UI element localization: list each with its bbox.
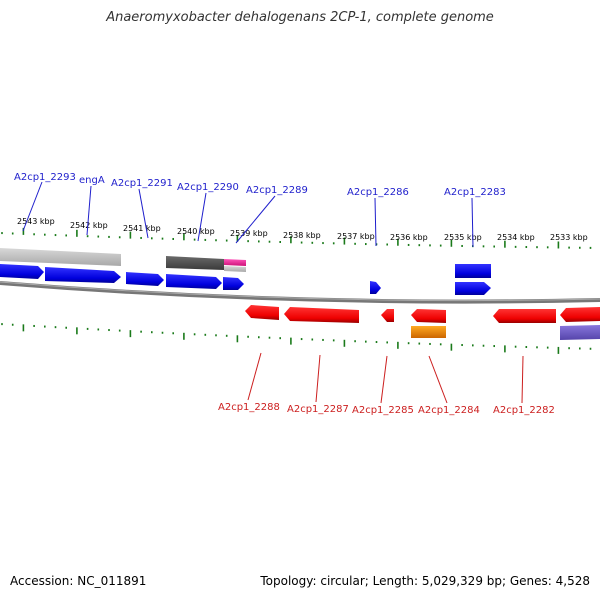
forward-gene[interactable] [0,264,44,279]
leader-line [86,185,92,236]
kbp-label: 2538 kbp [283,231,321,240]
kbp-label: 2539 kbp [230,229,268,238]
reverse-gene[interactable] [493,309,556,323]
leader-line [315,354,321,403]
kbp-label: 2533 kbp [550,233,588,242]
gene-label[interactable]: A2cp1_2285 [352,405,414,416]
forward-gene[interactable] [166,274,222,289]
kbp-label: 2540 kbp [177,227,215,236]
reverse-gene[interactable] [284,307,359,323]
genome-backbone-highlight [0,281,600,302]
pink-feature [224,259,246,266]
reverse-gene[interactable] [245,305,279,320]
forward-gene[interactable] [45,267,121,283]
kbp-label: 2536 kbp [390,233,428,242]
reverse-gene[interactable] [411,309,446,323]
dark-gray-feature [166,256,224,270]
kbp-label: 2534 kbp [497,233,535,242]
gray-feature [0,248,121,266]
light-gray-feature [224,266,246,272]
gene-label[interactable]: A2cp1_2289 [246,185,308,196]
genome-backbone [0,281,600,304]
forward-gene[interactable] [455,282,491,295]
genome-stats: Topology: circular; Length: 5,029,329 bp… [260,574,590,588]
gene-label[interactable]: A2cp1_2283 [444,187,506,198]
forward-tick-row [1,227,592,249]
gene-label[interactable]: A2cp1_2290 [177,182,239,193]
leader-line [521,355,524,404]
kbp-label: 2542 kbp [70,221,108,230]
leader-line [22,181,43,232]
genome-title: Anaeromyxobacter dehalogenans 2CP-1, com… [106,10,494,25]
forward-gene[interactable] [126,272,164,286]
reverse-gene[interactable] [560,307,600,322]
leader-line [380,355,388,404]
leader-line [197,192,207,242]
leader-line [235,195,276,244]
accession-label: Accession: NC_011891 [10,574,147,588]
forward-gene[interactable] [370,281,381,294]
leader-line [471,197,474,248]
purple-feature [560,325,600,340]
leader-line [247,352,262,401]
gene-label[interactable]: A2cp1_2291 [111,178,173,189]
leader-line [428,355,448,404]
gene-label[interactable]: engA [79,175,105,186]
gene-label[interactable]: A2cp1_2288 [218,402,280,413]
orange-feature [411,326,446,338]
gene-label[interactable]: A2cp1_2282 [493,405,555,416]
forward-gene[interactable] [455,264,491,278]
kbp-label: 2543 kbp [17,217,55,226]
forward-gene[interactable] [223,277,244,290]
reverse-gene[interactable] [381,309,394,322]
leader-line [138,188,149,239]
gene-label[interactable]: A2cp1_2293 [14,172,76,183]
gene-label[interactable]: A2cp1_2284 [418,405,480,416]
leader-line [374,197,377,247]
gene-label[interactable]: A2cp1_2286 [347,187,409,198]
kbp-label: 2537 kbp [337,232,375,241]
kbp-label: 2535 kbp [444,233,482,242]
kbp-label: 2541 kbp [123,224,161,233]
gene-label[interactable]: A2cp1_2287 [287,404,349,415]
reverse-tick-row [1,323,592,354]
